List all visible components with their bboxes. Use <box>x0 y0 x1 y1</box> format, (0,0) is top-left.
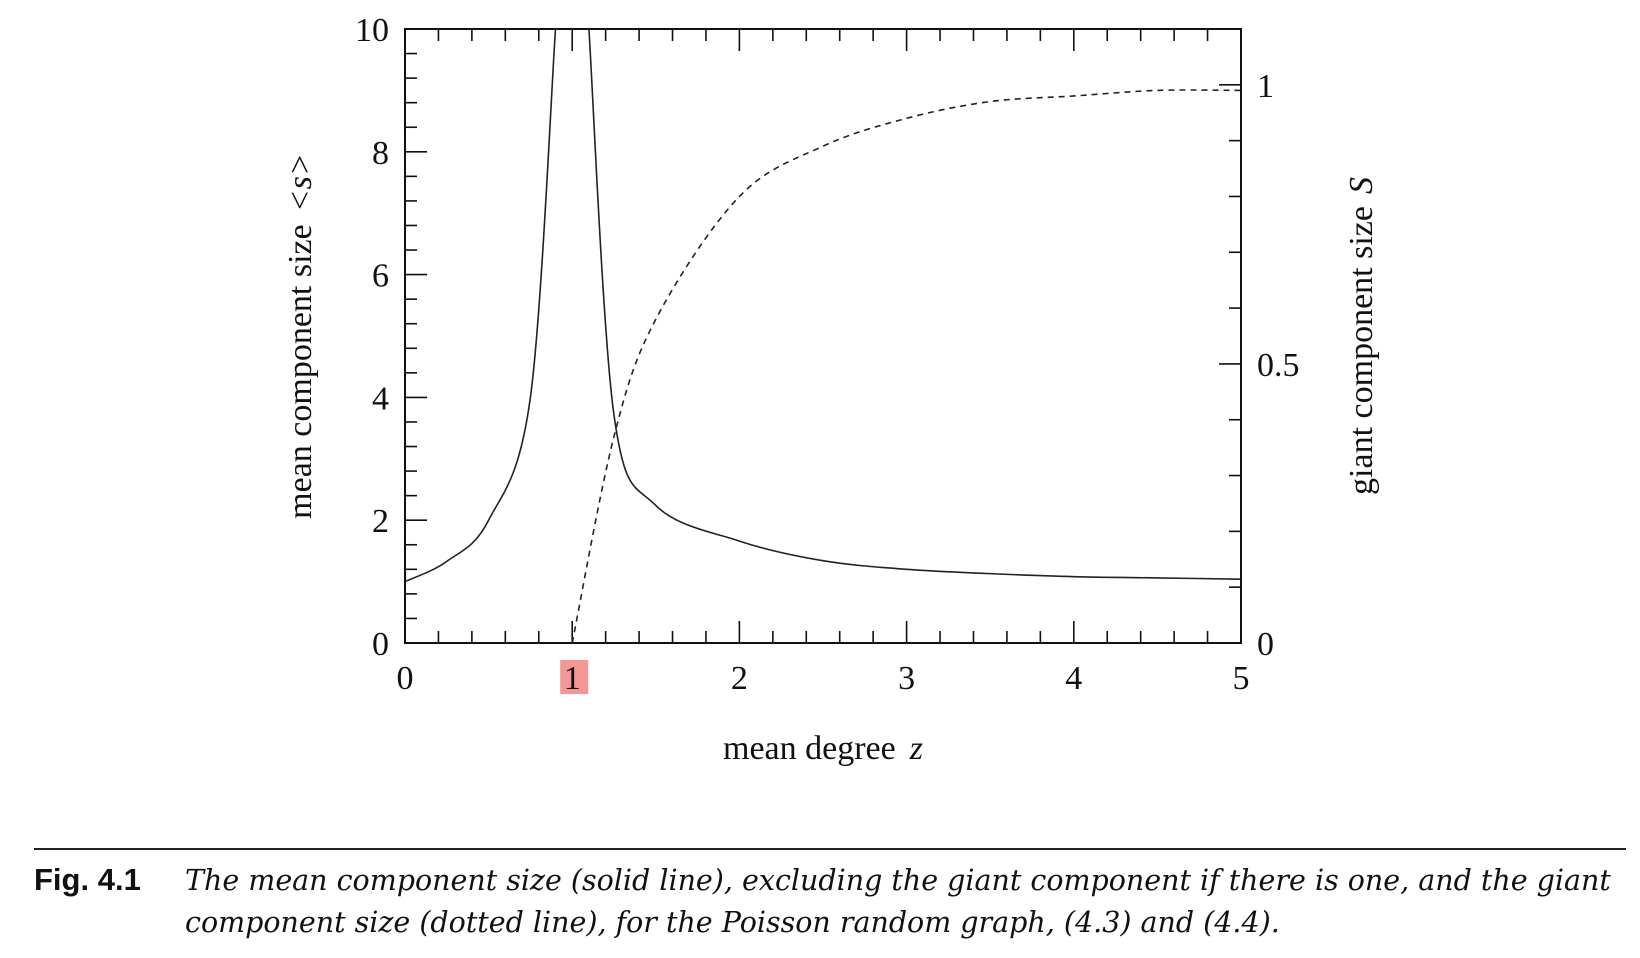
x-tick-label: 5 <box>1233 660 1250 697</box>
highlighted-tick-marker <box>560 660 589 694</box>
y-tick-label: 2 <box>372 503 389 540</box>
y-tick-label: 0 <box>372 626 389 663</box>
caption-text: The mean component size (solid line), ex… <box>185 864 1611 939</box>
y-tick-label: 6 <box>372 258 389 295</box>
y-tick-label: 8 <box>372 135 389 172</box>
giant-component-curve <box>571 89 1242 644</box>
x-tick-label: 2 <box>731 660 748 697</box>
y-tick-label: 4 <box>372 380 389 417</box>
y2-tick-label: 0 <box>1257 626 1274 663</box>
axis-ticks <box>404 28 1242 644</box>
caption-number: Fig. 4.1 <box>34 862 141 897</box>
y2-tick-label: 1 <box>1257 68 1274 105</box>
caption-divider <box>34 848 1626 850</box>
mean-component-size-curve <box>588 28 1242 580</box>
x-tick-label: 1 <box>564 660 581 697</box>
y-axis-label: mean component size<s> <box>282 153 319 519</box>
mean-component-size-curve <box>404 28 557 583</box>
y-tick-label: 10 <box>355 12 389 49</box>
x-tick-label: 4 <box>1065 660 1082 697</box>
x-tick-label: 3 <box>898 660 915 697</box>
y2-axis-label: giant component sizeS <box>1343 177 1380 495</box>
series-group <box>404 28 1242 644</box>
y2-tick-label: 0.5 <box>1257 347 1300 384</box>
x-axis-label: mean degree z <box>723 730 923 767</box>
plot-frame <box>404 28 1242 644</box>
x-tick-label: 0 <box>397 660 414 697</box>
